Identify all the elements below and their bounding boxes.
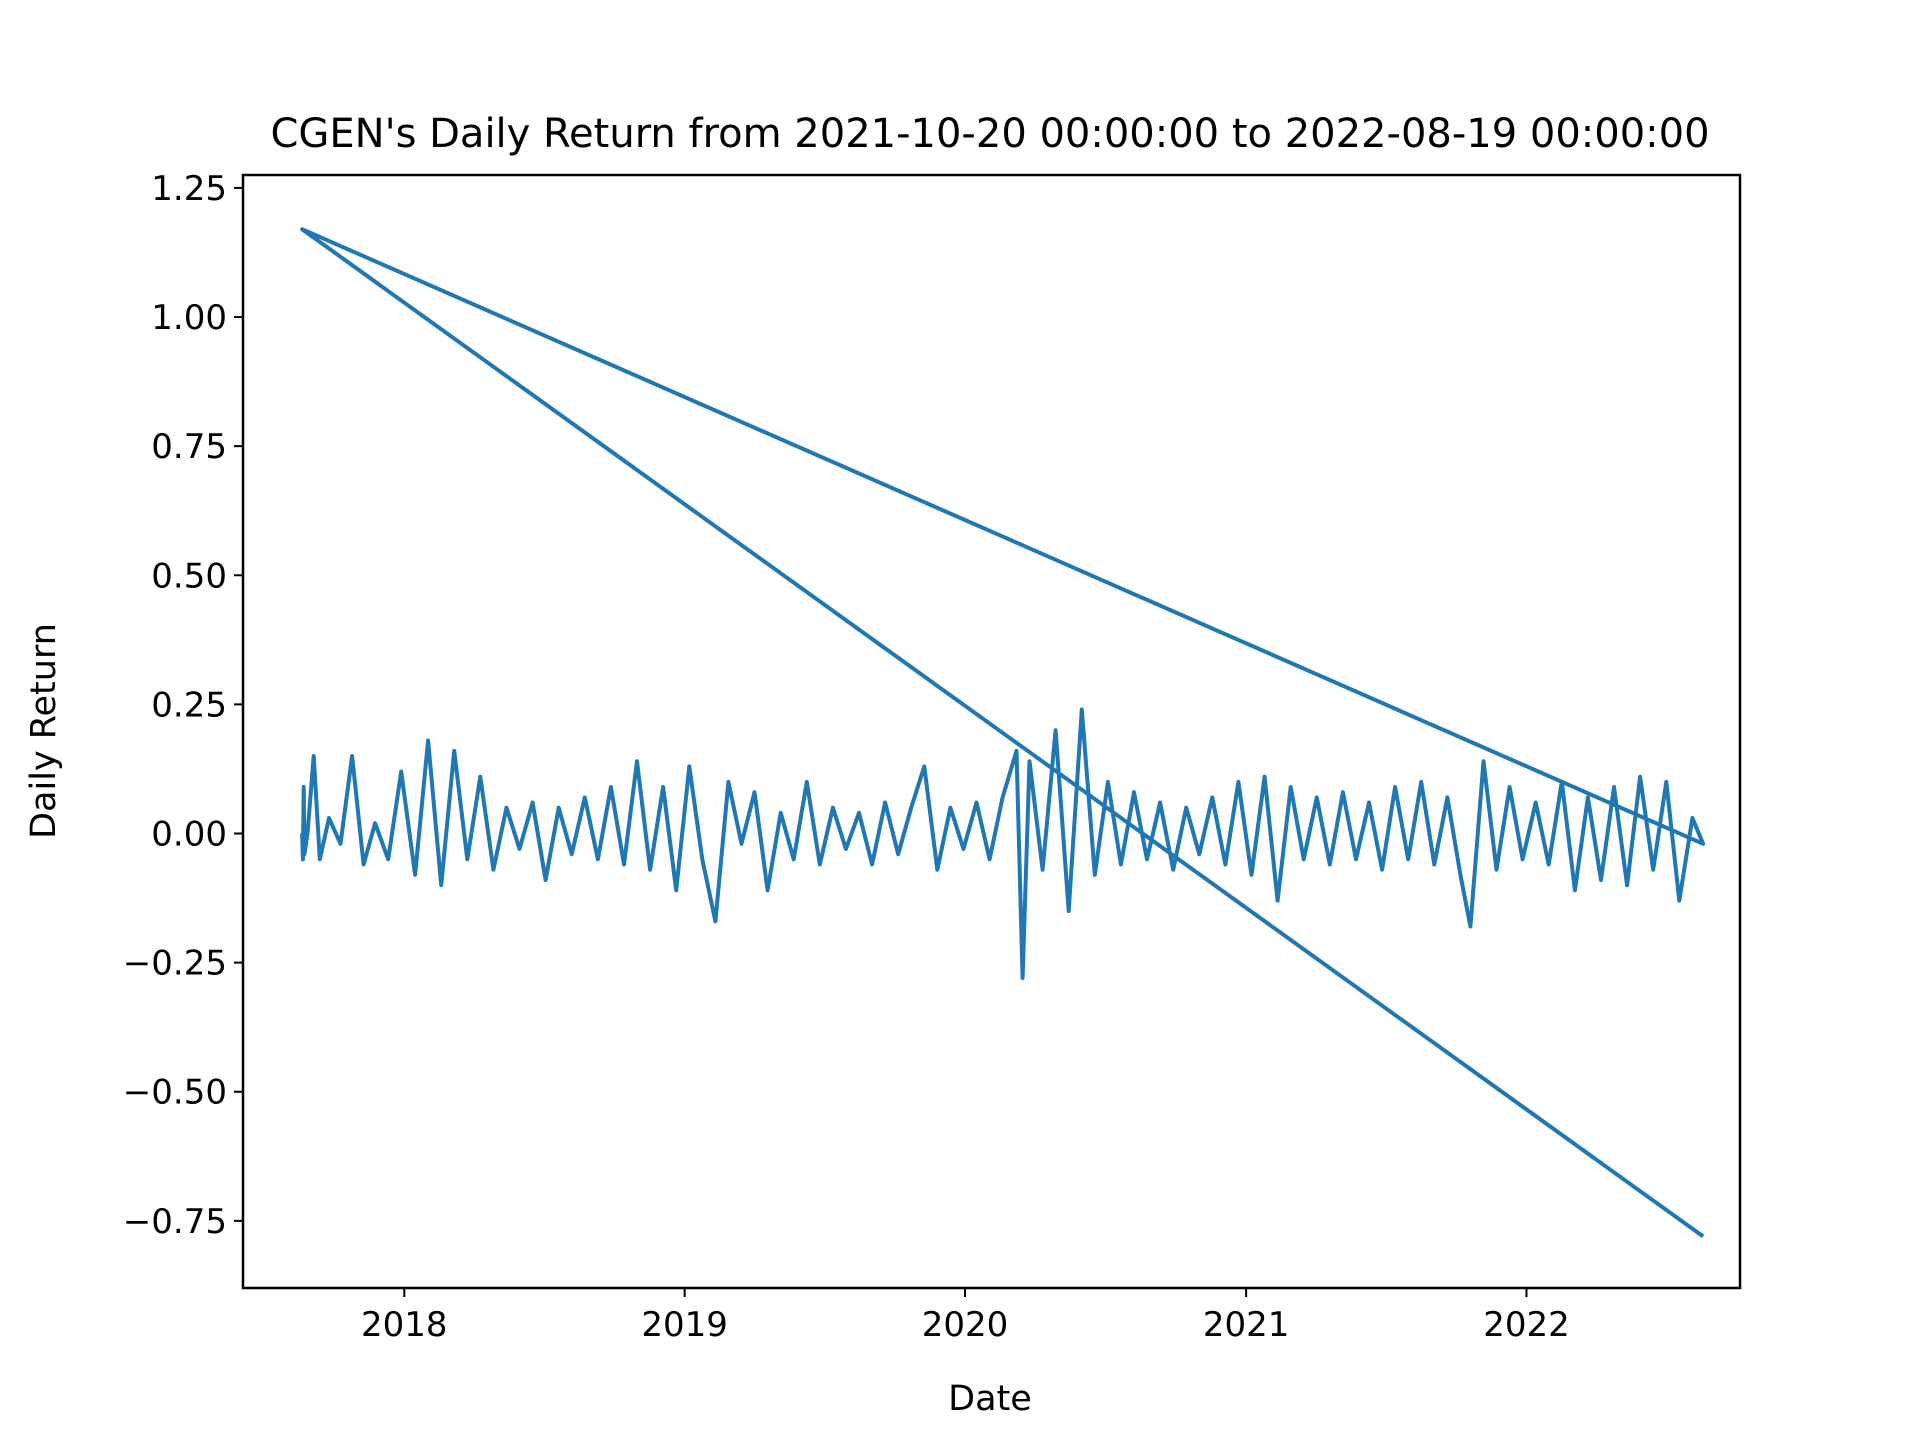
y-axis-label: Daily Return [24, 623, 64, 839]
y-tick-label: −0.75 [123, 1202, 227, 1242]
y-axis: 1.25 1.00 0.75 0.50 0.25 0.00 −0.25 −0.50 −0.75 [123, 169, 243, 1242]
chart-title: CGEN's Daily Return from 2021-10-20 00:0… [270, 111, 1709, 157]
y-tick-label: 0.50 [151, 556, 227, 596]
x-tick-label: 2020 [922, 1305, 1009, 1345]
y-tick-label: 0.25 [151, 685, 227, 725]
y-tick-label: −0.50 [123, 1073, 227, 1113]
x-tick-label: 2021 [1203, 1305, 1290, 1345]
y-tick-label: 0.75 [151, 427, 227, 467]
x-axis: 2018 2019 2020 2021 2022 [361, 1288, 1570, 1345]
x-tick-label: 2018 [361, 1305, 448, 1345]
x-tick-label: 2019 [641, 1305, 728, 1345]
y-tick-label: 1.25 [151, 169, 227, 209]
y-tick-label: 0.00 [151, 815, 227, 855]
y-tick-label: 1.00 [151, 298, 227, 338]
plot-area [300, 227, 1706, 1239]
series-line-0 [300, 227, 1706, 1239]
y-tick-label: −0.25 [123, 944, 227, 984]
x-axis-label: Date [948, 1379, 1032, 1419]
plot-frame [241, 173, 1742, 1290]
x-tick-label: 2022 [1483, 1305, 1570, 1345]
